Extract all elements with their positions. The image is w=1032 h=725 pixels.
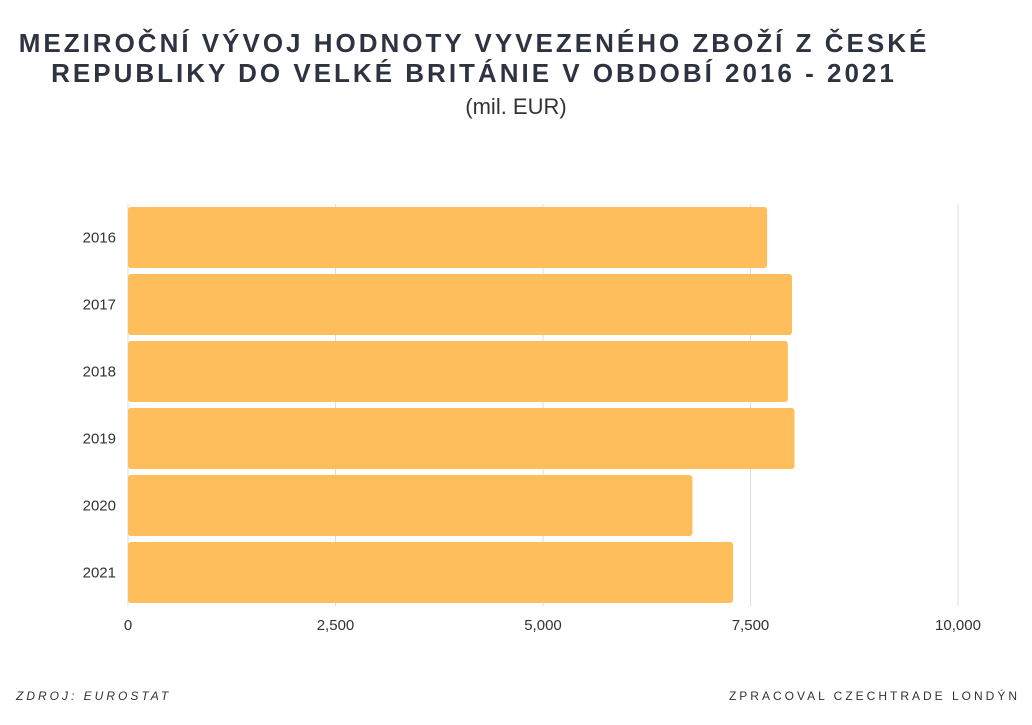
bars (128, 207, 795, 603)
category-label: 2016 (83, 230, 116, 247)
bar-2017 (128, 274, 792, 335)
category-label: 2018 (83, 364, 116, 381)
chart-title: MEZIROČNÍ VÝVOJ HODNOTY VYVEZENÉHO ZBOŽÍ… (0, 28, 948, 88)
chart-title-line-2: REPUBLIKY DO VELKÉ BRITÁNIE V OBDOBÍ 201… (51, 58, 897, 88)
x-tick-label: 0 (124, 617, 132, 634)
x-tick-label: 2,500 (317, 617, 355, 634)
x-tick-label: 7,500 (732, 617, 770, 634)
bar-2018 (128, 341, 788, 402)
chart-title-line-1: MEZIROČNÍ VÝVOJ HODNOTY VYVEZENÉHO ZBOŽÍ… (18, 28, 930, 58)
x-tick-label: 10,000 (935, 617, 981, 634)
category-label: 2021 (83, 565, 116, 582)
category-label: 2017 (83, 297, 116, 314)
category-labels: 2016 2017 2018 2019 2020 2021 (83, 230, 116, 582)
x-tick-label: 5,000 (524, 617, 562, 634)
bar-2020 (128, 475, 693, 536)
bar-2019 (128, 408, 795, 469)
bar-2016 (128, 207, 768, 268)
source-note: ZDROJ: EUROSTAT (16, 689, 172, 703)
credit-note: ZPRACOVAL CZECHTRADE LONDÝN (728, 689, 1020, 703)
category-label: 2019 (83, 431, 116, 448)
x-axis-tick-labels: 0 2,500 5,000 7,500 10,000 (124, 617, 981, 634)
bar-2021 (128, 542, 734, 603)
category-label: 2020 (83, 498, 116, 515)
chart-subtitle: (mil. EUR) (465, 94, 567, 119)
grid-lines (127, 204, 959, 606)
